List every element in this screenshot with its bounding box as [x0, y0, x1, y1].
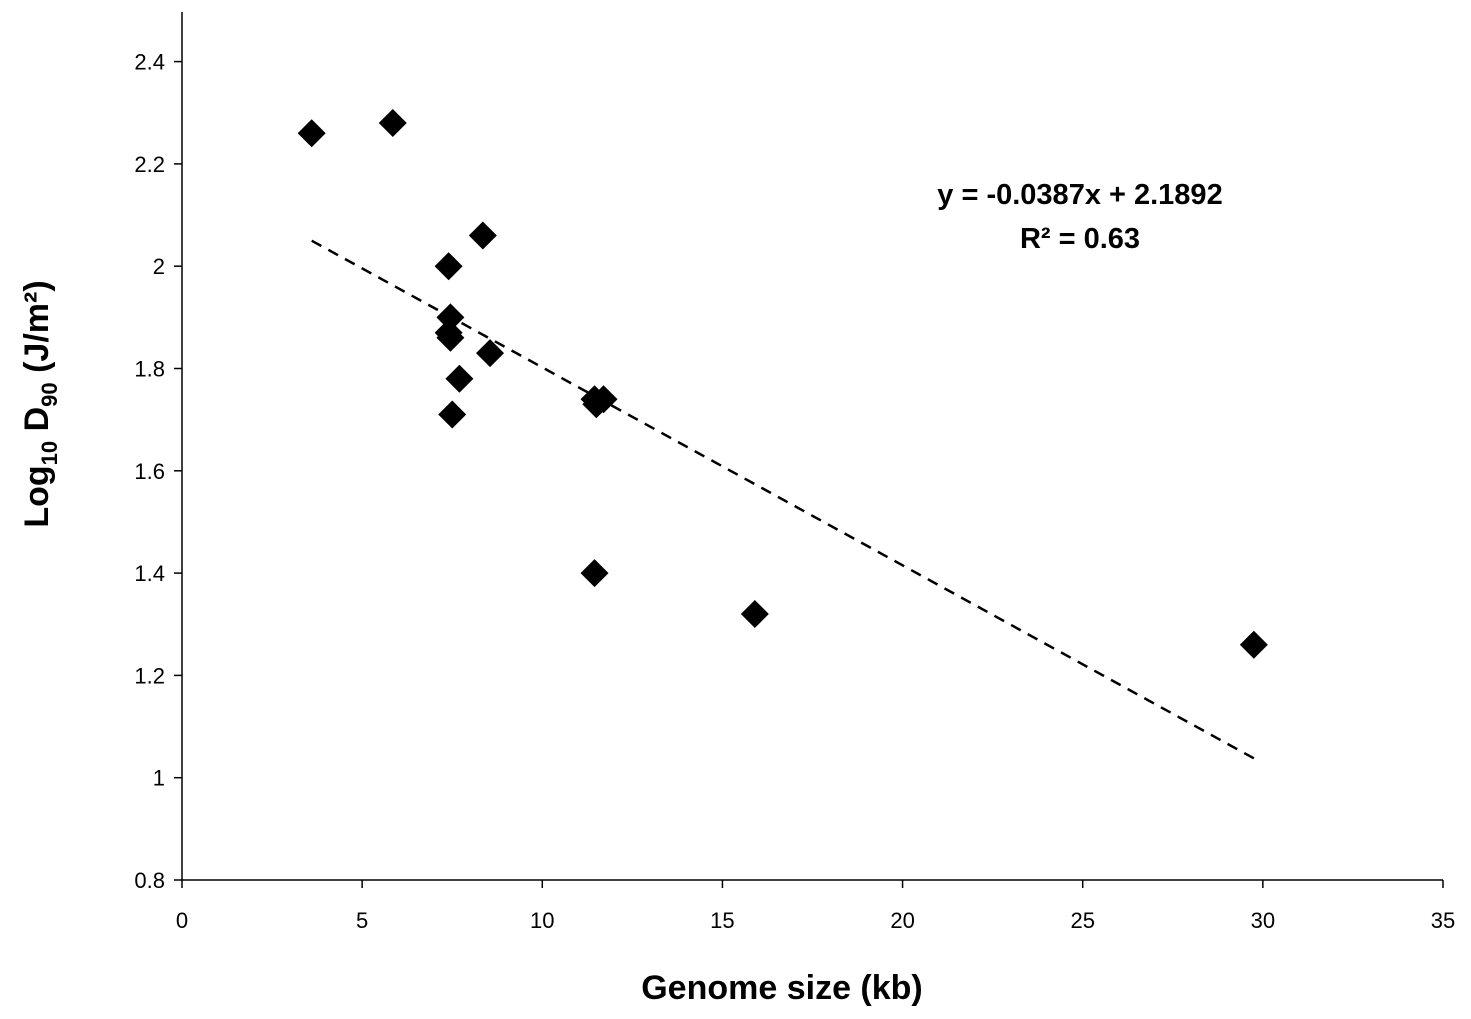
y-tick-label: 1.6	[134, 459, 165, 484]
y-tick-label: 1.8	[134, 357, 165, 382]
x-tick-label: 15	[710, 908, 734, 933]
x-tick-label: 25	[1070, 908, 1094, 933]
y-tick-label: 1.2	[134, 663, 165, 688]
y-axis-title-main: Log	[18, 465, 56, 527]
x-tick-label: 0	[176, 908, 188, 933]
y-axis: 0.8 1 1.2 1.4 1.6 1.8 2 2.2 2.4	[134, 12, 183, 893]
y-axis-title: Log10 D90 (J/m²)	[18, 280, 62, 527]
data-point	[445, 364, 474, 393]
y-axis-title-unit: (J/m²)	[18, 280, 56, 382]
y-tick-label: 2	[153, 254, 165, 279]
data-point	[580, 559, 609, 588]
trendline	[311, 239, 1255, 760]
y-axis-title-middle: D	[18, 407, 56, 441]
data-point	[434, 252, 463, 281]
x-tick-label: 30	[1251, 908, 1275, 933]
x-tick-label: 20	[890, 908, 914, 933]
data-points	[297, 108, 1268, 659]
y-tick-label: 2.2	[134, 152, 165, 177]
x-tick-label: 10	[530, 908, 554, 933]
y-axis-title-middle-subscript: 90	[37, 382, 62, 406]
data-point	[740, 600, 769, 629]
y-tick-label: 1	[153, 766, 165, 791]
data-point	[476, 339, 505, 368]
x-axis: 0 5 10 15 20 25 30 35	[176, 879, 1455, 933]
y-tick-label: 2.4	[134, 50, 165, 75]
data-point	[438, 400, 467, 429]
data-point	[436, 323, 465, 352]
data-point	[1239, 630, 1268, 659]
y-tick-label: 0.8	[134, 868, 165, 893]
y-ticks: 0.8 1 1.2 1.4 1.6 1.8 2 2.2 2.4	[134, 50, 182, 893]
trendline-equation: y = -0.0387x + 2.1892	[937, 179, 1222, 211]
y-axis-title-main-subscript: 10	[37, 441, 62, 465]
x-tick-label: 35	[1431, 908, 1455, 933]
y-tick-label: 1.4	[134, 561, 165, 586]
x-tick-label: 5	[356, 908, 368, 933]
data-point	[378, 108, 407, 137]
x-axis-title: Genome size (kb)	[641, 969, 923, 1007]
trendline-r-squared: R² = 0.63	[1020, 223, 1140, 255]
data-point	[582, 390, 611, 419]
data-point	[468, 221, 497, 250]
data-point	[297, 119, 326, 148]
x-ticks: 0 5 10 15 20 25 30 35	[176, 880, 1455, 933]
